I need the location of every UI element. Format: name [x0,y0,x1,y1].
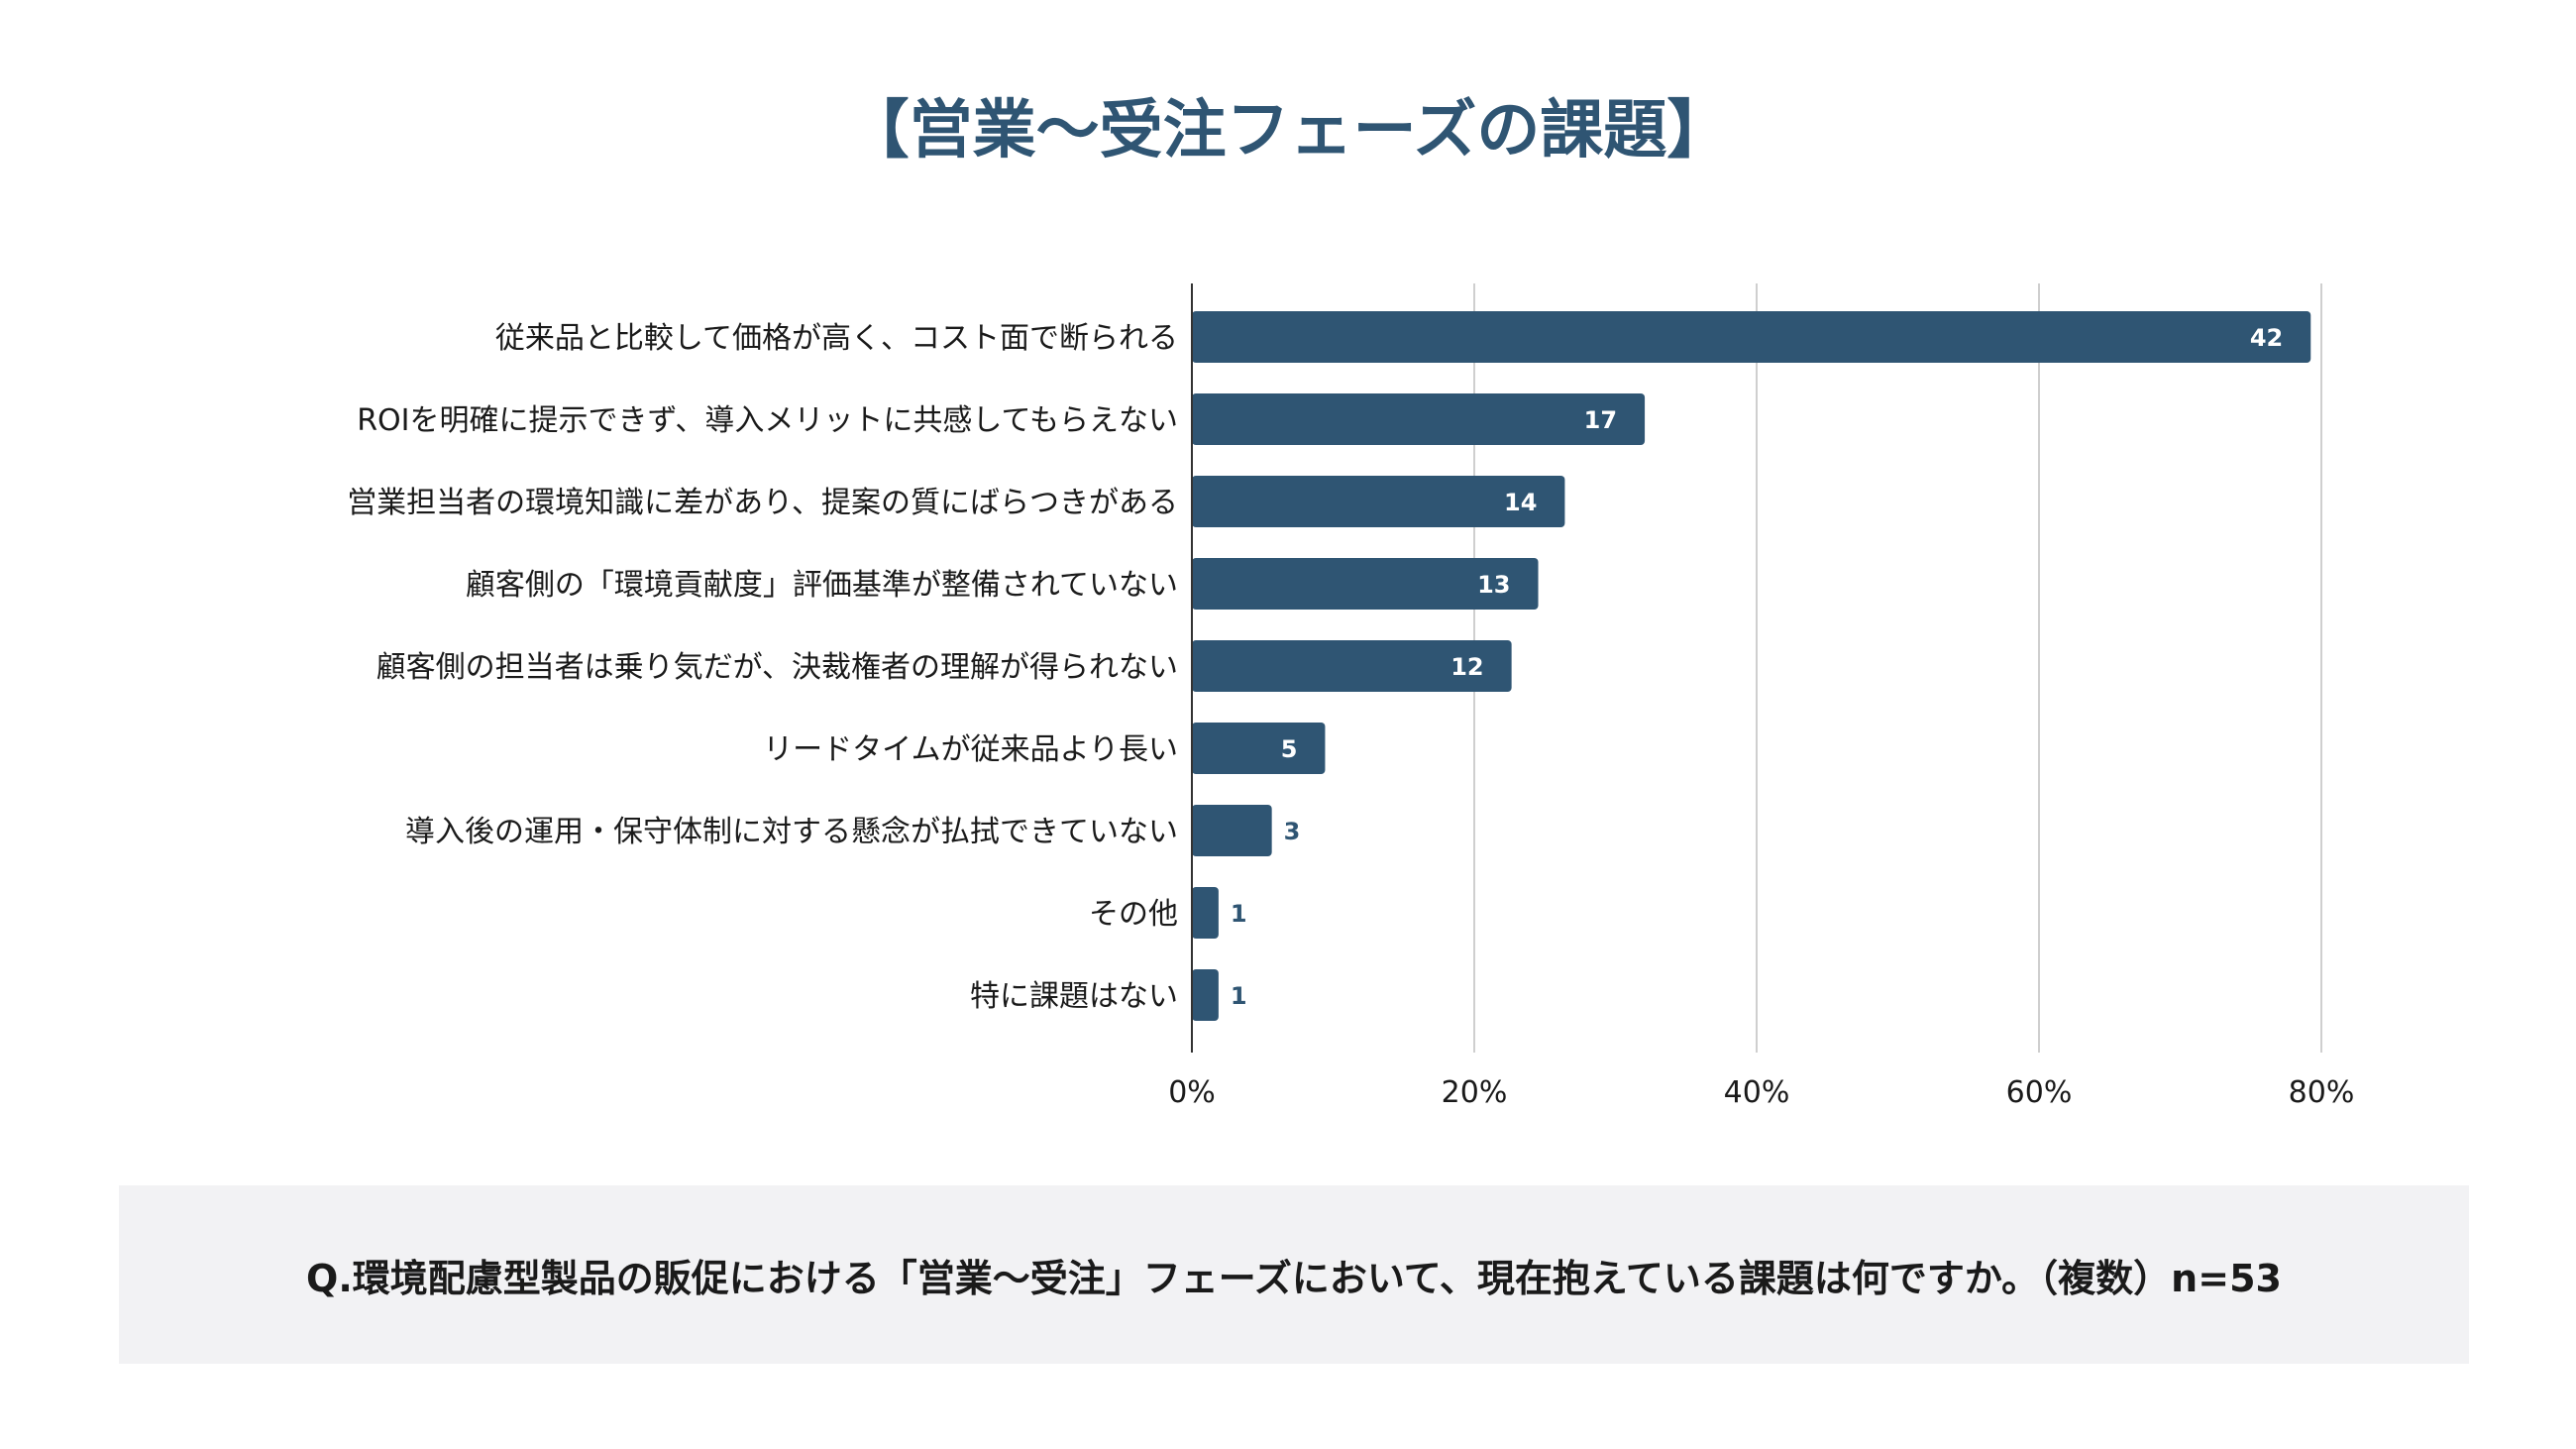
value-label: 1 [1231,900,1247,928]
category-label: その他 [1089,897,1178,932]
x-tick-label: 20% [1442,1075,1508,1110]
value-labels: 42 17 14 13 12 5 3 1 1 [1231,324,2283,1010]
value-label: 3 [1284,818,1301,845]
value-label: 17 [1584,406,1617,434]
category-label: 顧客側の担当者は乗り気だが、決裁権者の理解が得られない [376,650,1178,685]
bar [1192,311,2311,363]
bar [1192,805,1272,856]
bars [1192,311,2311,1021]
question-box: Q.環境配慮型製品の販促における「営業～受注」フェーズにおいて、現在抱えている課… [119,1185,2469,1364]
x-tick-labels: 0% 20% 40% 60% 80% [1168,1075,2354,1110]
question-text: Q.環境配慮型製品の販促における「営業～受注」フェーズにおいて、現在抱えている課… [306,1256,2282,1300]
category-label: 従来品と比較して価格が高く、コスト面で断られる [495,321,1178,356]
value-label: 1 [1231,982,1247,1010]
bar-chart: 従来品と比較して価格が高く、コスト面で断られる ROIを明確に提示できず、導入メリ… [347,283,2354,1110]
category-label: 営業担当者の環境知識に差があり、提案の質にばらつきがある [347,486,1178,520]
bar [1192,393,1646,445]
x-tick-label: 40% [1724,1075,1790,1110]
bar [1192,640,1512,692]
category-label: 導入後の運用・保守体制に対する懸念が払拭できていない [405,815,1178,849]
bar [1192,476,1565,527]
value-label: 42 [2250,324,2283,352]
x-tick-label: 80% [2289,1075,2355,1110]
x-tick-label: 60% [2006,1075,2073,1110]
category-label: ROIを明確に提示できず、導入メリットに共感してもらえない [357,403,1178,438]
value-label: 13 [1477,571,1510,599]
x-tick-label: 0% [1168,1075,1216,1110]
value-label: 5 [1281,735,1298,763]
bar [1192,558,1539,610]
category-label: 特に課題はない [970,979,1178,1014]
category-label: 顧客側の「環境貢献度」評価基準が整備されていない [466,568,1178,603]
category-labels: 従来品と比較して価格が高く、コスト面で断られる ROIを明確に提示できず、導入メリ… [347,321,1178,1014]
bar [1192,969,1219,1021]
chart-title: 【営業～受注フェーズの課題】 [845,94,1731,167]
value-label: 12 [1450,653,1483,681]
category-label: リードタイムが従来品より長い [763,732,1178,767]
bar [1192,723,1326,774]
value-label: 14 [1504,489,1537,516]
bar [1192,887,1219,939]
